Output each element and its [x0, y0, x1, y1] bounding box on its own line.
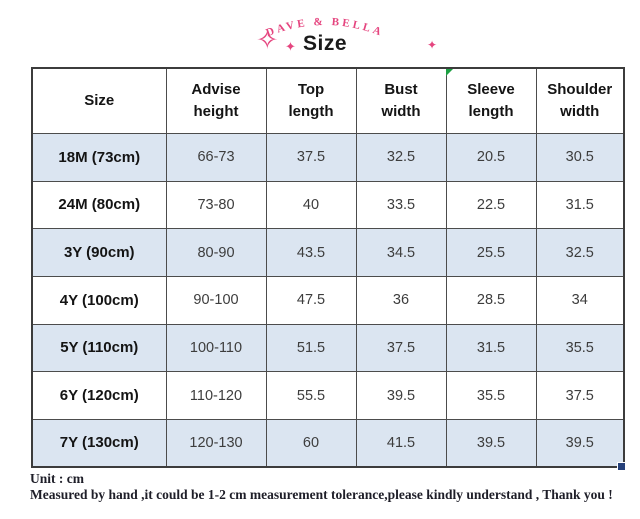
col-header-size: Size — [31, 67, 167, 134]
size-cell: 4Y (100cm) — [31, 275, 167, 325]
value-cell: 90-100 — [165, 275, 267, 325]
selection-handle-icon — [617, 462, 626, 471]
green-corner-marker-icon — [446, 69, 453, 76]
size-cell: 7Y (130cm) — [31, 418, 167, 468]
col-header-advise-height: Advise height — [165, 67, 267, 134]
value-cell: 35.5 — [445, 371, 537, 420]
value-cell: 36 — [355, 275, 447, 325]
value-cell: 73-80 — [165, 180, 267, 230]
table-row: 6Y (120cm) 110-120 55.5 39.5 35.5 37.5 — [31, 371, 625, 420]
value-cell: 39.5 — [445, 418, 537, 468]
brand-arc: DAVE & BELLA — [264, 16, 382, 39]
table-row: 5Y (110cm) 100-110 51.5 37.5 31.5 35.5 — [31, 323, 625, 373]
value-cell: 32.5 — [355, 133, 447, 182]
value-cell: 33.5 — [355, 180, 447, 230]
size-cell: 3Y (90cm) — [31, 228, 167, 277]
col-header-top-length: Top length — [265, 67, 357, 134]
value-cell: 20.5 — [445, 133, 537, 182]
sparkle-filled-icon: ✦ — [285, 39, 296, 54]
size-table-container: Size Advise height Top length Bust width… — [31, 67, 626, 471]
size-table: Size Advise height Top length Bust width… — [31, 67, 625, 468]
value-cell: 41.5 — [355, 418, 447, 468]
unit-note: Unit : cm — [30, 471, 84, 486]
col-header-sleeve-length: Sleeve length — [445, 67, 537, 134]
sparkle-right-icon: ✦ — [427, 38, 438, 52]
value-cell: 31.5 — [535, 180, 625, 230]
value-cell: 55.5 — [265, 371, 357, 420]
footer-notes: Unit : cm Measured by hand ,it could be … — [30, 471, 613, 503]
value-cell: 34.5 — [355, 228, 447, 277]
size-cell: 5Y (110cm) — [31, 323, 167, 373]
value-cell: 31.5 — [445, 323, 537, 373]
size-cell: 24M (80cm) — [31, 180, 167, 230]
col-header-bust-width: Bust width — [355, 67, 447, 134]
value-cell: 100-110 — [165, 323, 267, 373]
value-cell: 39.5 — [535, 418, 625, 468]
tolerance-note: Measured by hand ,it could be 1-2 cm mea… — [30, 487, 613, 502]
value-cell: 47.5 — [265, 275, 357, 325]
value-cell: 60 — [265, 418, 357, 468]
value-cell: 39.5 — [355, 371, 447, 420]
value-cell: 35.5 — [535, 323, 625, 373]
value-cell: 43.5 — [265, 228, 357, 277]
col-header-shoulder-width: Shoulder width — [535, 67, 625, 134]
value-cell: 37.5 — [535, 371, 625, 420]
sparkle-outline-icon: ✧ — [256, 25, 279, 55]
value-cell: 28.5 — [445, 275, 537, 325]
value-cell: 37.5 — [265, 133, 357, 182]
table-row: 4Y (100cm) 90-100 47.5 36 28.5 34 — [31, 275, 625, 325]
value-cell: 32.5 — [535, 228, 625, 277]
value-cell: 25.5 — [445, 228, 537, 277]
value-cell: 51.5 — [265, 323, 357, 373]
size-cell: 6Y (120cm) — [31, 371, 167, 420]
value-cell: 110-120 — [165, 371, 267, 420]
value-cell: 34 — [535, 275, 625, 325]
table-row: 24M (80cm) 73-80 40 33.5 22.5 31.5 — [31, 180, 625, 230]
table-row: 7Y (130cm) 120-130 60 41.5 39.5 39.5 — [31, 418, 625, 468]
value-cell: 66-73 — [165, 133, 267, 182]
table-row: 18M (73cm) 66-73 37.5 32.5 20.5 30.5 — [31, 133, 625, 182]
value-cell: 22.5 — [445, 180, 537, 230]
value-cell: 80-90 — [165, 228, 267, 277]
page-title: Size — [303, 32, 348, 55]
header-row: Size Advise height Top length Bust width… — [31, 67, 625, 134]
value-cell: 40 — [265, 180, 357, 230]
value-cell: 30.5 — [535, 133, 625, 182]
value-cell: 37.5 — [355, 323, 447, 373]
size-cell: 18M (73cm) — [31, 133, 167, 182]
table-row: 3Y (90cm) 80-90 43.5 34.5 25.5 32.5 — [31, 228, 625, 277]
value-cell: 120-130 — [165, 418, 267, 468]
